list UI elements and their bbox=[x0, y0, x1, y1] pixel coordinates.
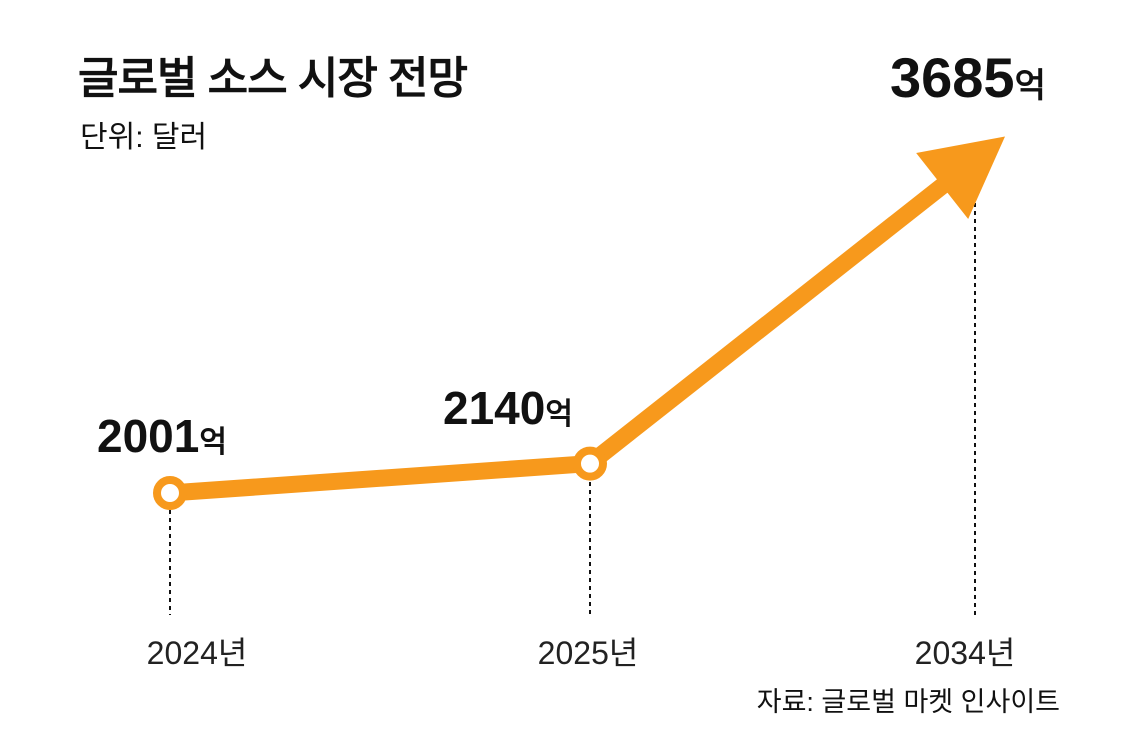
value-label: 2140억 bbox=[443, 382, 573, 434]
chart-source: 자료: 글로벌 마켓 인사이트 bbox=[756, 687, 1060, 717]
x-tick-label: 2034년 bbox=[915, 635, 1016, 671]
x-tick-label: 2025년 bbox=[538, 635, 639, 671]
x-tick-label: 2024년 bbox=[147, 635, 248, 671]
data-point-marker bbox=[573, 446, 607, 481]
chart-subtitle: 단위: 달러 bbox=[80, 121, 208, 154]
value-label: 3685억 bbox=[890, 46, 1046, 109]
chart-title: 글로벌 소스 시장 전망 bbox=[78, 54, 468, 103]
arrow-head bbox=[916, 136, 1005, 220]
value-label: 2001억 bbox=[97, 410, 227, 462]
data-point-marker bbox=[153, 476, 187, 510]
series-arrow-line bbox=[584, 178, 950, 471]
series-line bbox=[169, 455, 591, 502]
